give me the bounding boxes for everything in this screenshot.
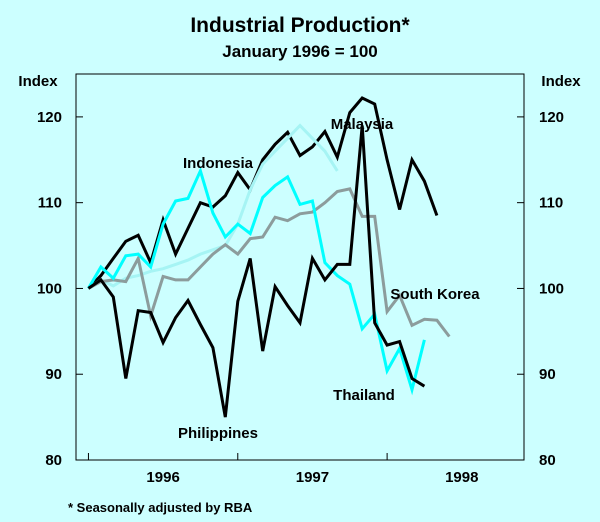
series-line-thailand [87,166,426,396]
y-axis-label-left: Index [18,73,58,90]
y-tick-label-right-90: 90 [539,366,556,383]
y-tick-label-right-120: 120 [539,109,564,126]
label-south-korea: South Korea [390,286,480,303]
y-tick-labels-left: 80 90 100 110 120 [37,109,62,469]
plot-area [75,73,525,461]
y-tick-label-left-100: 100 [37,280,62,297]
series-lines [87,96,451,418]
y-tick-label-right-100: 100 [539,280,564,297]
y-tick-label-right-110: 110 [539,195,563,212]
label-philippines: Philippines [178,425,258,442]
y-tick-label-right-80: 80 [539,452,556,469]
chart-title: Industrial Production* [190,14,410,37]
footnote: * Seasonally adjusted by RBA [68,500,253,515]
x-tick-label-1997: 1997 [296,469,329,486]
series-line-south-korea [87,187,451,338]
series-line-indonesia [87,123,339,290]
label-thailand: Thailand [333,387,395,404]
label-malaysia: Malaysia [331,116,394,133]
series-line-philippines [87,125,426,418]
label-indonesia: Indonesia [183,155,254,172]
x-tick-labels: 1996 1997 1998 [146,469,478,486]
x-tick-label-1998: 1998 [445,469,478,486]
y-tick-label-left-120: 120 [37,109,62,126]
y-axis-label-right: Index [541,73,581,90]
chart-subtitle: January 1996 = 100 [222,42,377,61]
y-tick-label-left-110: 110 [38,195,62,212]
x-tick-label-1996: 1996 [146,469,179,486]
axis-ticks [76,116,524,461]
y-tick-label-left-80: 80 [45,452,62,469]
y-tick-labels-right: 80 90 100 110 120 [539,109,564,469]
y-tick-label-left-90: 90 [45,366,62,383]
series-line-malaysia [87,96,439,290]
